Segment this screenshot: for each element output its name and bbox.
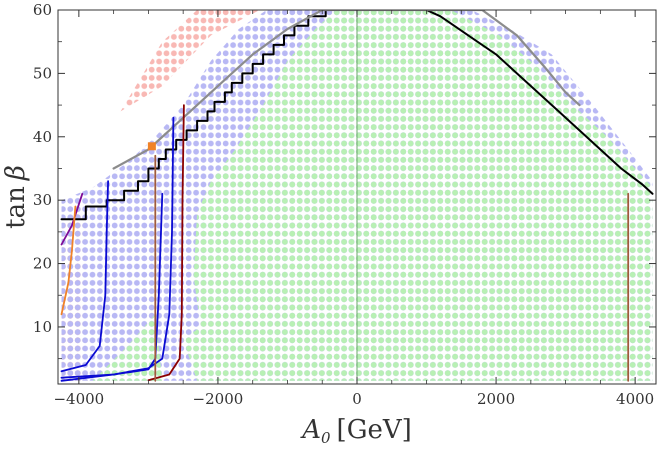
y-axis-title-main: tan: [1, 186, 31, 229]
x-tick-label: 4000: [616, 390, 654, 408]
x-tick-label: −4000: [53, 390, 104, 408]
x-tick-label: 0: [352, 390, 362, 408]
axes-layer: −4000 −2000 0 2000 4000 10 20 30 40 50 60: [33, 1, 657, 408]
y-tick-label: 30: [33, 191, 52, 209]
x-axis-title-unit: [GeV]: [337, 415, 412, 445]
x-tick-label: −2000: [193, 390, 244, 408]
series-black-0: [60, 10, 654, 221]
lines-layer: [60, 10, 654, 384]
series-blue-2: [60, 180, 109, 373]
y-tick-label: 50: [33, 64, 52, 82]
x-axis-title: A0 [GeV]: [300, 415, 412, 445]
series-purple-6: [60, 192, 84, 246]
y-axis-title-symbol: β: [1, 165, 31, 181]
y-axis-title: tan β: [1, 165, 31, 229]
series-blue-4: [60, 192, 164, 382]
y-tick-label: 20: [33, 255, 52, 273]
series-orange-7: [60, 205, 77, 316]
x-tick-label: 2000: [477, 390, 515, 408]
red-region-1: [120, 10, 260, 112]
y-tick-label: 10: [33, 318, 52, 336]
series-darkred-5: [147, 104, 185, 382]
series-gray-1: [112, 10, 581, 170]
marker-orange-square-0: [147, 142, 156, 151]
green-region-1: [92, 314, 163, 381]
y-tick-label: 40: [33, 128, 52, 146]
x-axis-title-main: A: [300, 415, 321, 445]
y-tick-label: 60: [33, 1, 52, 19]
green-region-0: [183, 10, 653, 381]
x-axis-title-sub: 0: [321, 429, 331, 445]
